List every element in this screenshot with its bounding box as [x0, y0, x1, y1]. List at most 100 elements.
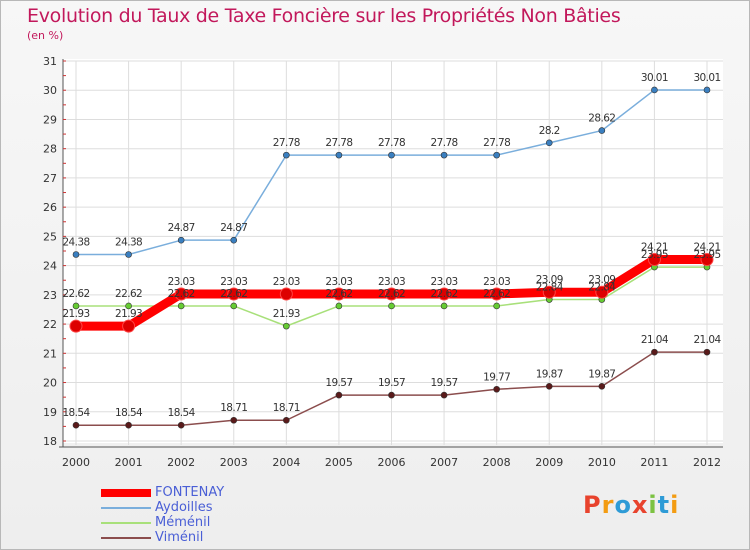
data-point-viménil — [703, 348, 711, 356]
data-label-fontenay: 23.03 — [483, 276, 510, 288]
legend-label: FONTENAY — [155, 485, 225, 500]
legend: FONTENAY Aydoilles Méménil Viménil — [101, 485, 224, 545]
data-point-fontenay — [437, 287, 451, 301]
x-tick-label: 2000 — [62, 456, 90, 469]
data-label-aydoilles: 30.01 — [693, 72, 720, 84]
data-label-fontenay: 24.21 — [641, 241, 668, 253]
data-label-méménil: 22.62 — [378, 288, 405, 300]
data-label-méménil: 22.62 — [325, 288, 352, 300]
logo-letter: P — [583, 491, 602, 519]
data-label-méménil: 22.62 — [483, 288, 510, 300]
data-point-aydoilles — [388, 151, 395, 159]
data-label-aydoilles: 27.78 — [483, 137, 510, 149]
data-label-viménil: 18.54 — [62, 407, 90, 419]
legend-swatch — [101, 488, 151, 497]
y-tick-label: 27 — [43, 172, 57, 185]
data-label-fontenay: 23.03 — [378, 276, 405, 288]
data-point-fontenay — [385, 287, 398, 301]
data-point-méménil — [493, 302, 500, 310]
data-point-méménil — [125, 302, 132, 310]
data-label-viménil: 19.87 — [536, 368, 563, 380]
data-label-fontenay: 21.93 — [62, 308, 89, 320]
data-label-méménil: 22.62 — [62, 288, 89, 300]
data-point-fontenay — [174, 287, 188, 301]
data-label-fontenay: 23.03 — [273, 276, 300, 288]
data-label-aydoilles: 24.87 — [220, 222, 247, 234]
legend-item-fontenay: FONTENAY — [101, 485, 224, 500]
data-label-méménil: 22.84 — [588, 282, 616, 294]
data-label-aydoilles: 24.87 — [168, 222, 195, 234]
data-label-viménil: 21.04 — [641, 334, 669, 346]
y-tick-label: 31 — [43, 55, 57, 68]
data-point-fontenay — [227, 287, 241, 301]
data-label-fontenay: 24.21 — [693, 241, 720, 253]
data-label-viménil: 19.87 — [588, 368, 615, 380]
data-label-fontenay: 23.03 — [431, 276, 458, 288]
y-tick-label: 20 — [43, 377, 57, 390]
x-tick-label: 2006 — [378, 456, 406, 469]
data-point-méménil — [283, 322, 290, 330]
data-point-fontenay — [647, 252, 661, 266]
data-point-aydoilles — [283, 151, 290, 159]
data-label-aydoilles: 27.78 — [273, 137, 300, 149]
x-tick-label: 2011 — [640, 456, 668, 469]
x-tick-label: 2005 — [325, 456, 353, 469]
data-point-viménil — [388, 391, 395, 399]
logo-letter: x — [631, 491, 649, 519]
data-point-aydoilles — [72, 251, 80, 258]
legend-item-viménil: Viménil — [101, 530, 224, 545]
data-point-viménil — [651, 348, 658, 356]
y-tick-label: 30 — [43, 84, 57, 97]
data-label-fontenay: 23.09 — [588, 274, 615, 286]
x-tick-label: 2003 — [220, 456, 248, 469]
y-tick-label: 21 — [43, 347, 57, 360]
data-label-viménil: 19.57 — [325, 377, 352, 389]
data-label-viménil: 18.54 — [115, 407, 143, 419]
data-point-fontenay — [279, 287, 293, 301]
data-label-aydoilles: 27.78 — [431, 137, 458, 149]
data-point-aydoilles — [598, 127, 606, 134]
data-label-fontenay: 23.03 — [168, 276, 195, 288]
data-point-fontenay — [490, 287, 504, 301]
data-point-aydoilles — [177, 236, 185, 244]
data-point-viménil — [72, 421, 80, 429]
legend-label: Viménil — [155, 530, 204, 545]
legend-item-aydoilles: Aydoilles — [101, 500, 224, 515]
data-label-viménil: 19.57 — [431, 377, 458, 389]
data-point-viménil — [283, 416, 290, 424]
y-tick-label: 24 — [43, 260, 57, 273]
legend-swatch — [101, 506, 151, 509]
data-label-aydoilles: 30.01 — [641, 72, 668, 84]
data-point-aydoilles — [125, 251, 132, 258]
x-tick-label: 2009 — [535, 456, 563, 469]
x-tick-label: 2001 — [115, 456, 143, 469]
data-label-méménil: 22.62 — [115, 288, 142, 300]
legend-label: Aydoilles — [155, 500, 213, 515]
data-label-fontenay: 23.03 — [325, 276, 352, 288]
logo-letter: t — [657, 491, 671, 519]
data-point-aydoilles — [651, 86, 658, 94]
data-point-aydoilles — [335, 151, 343, 159]
data-label-fontenay: 23.09 — [536, 274, 563, 286]
y-tick-label: 19 — [43, 406, 57, 419]
y-tick-label: 28 — [43, 143, 57, 156]
data-label-méménil: 23.95 — [641, 249, 668, 261]
data-point-méménil — [335, 302, 343, 310]
data-label-aydoilles: 28.2 — [539, 125, 560, 137]
data-label-fontenay: 21.93 — [115, 308, 142, 320]
data-point-viménil — [598, 383, 606, 390]
data-label-méménil: 23.95 — [693, 249, 720, 261]
data-label-méménil: 22.62 — [168, 288, 195, 300]
data-point-aydoilles — [440, 151, 448, 159]
data-label-méménil: 21.93 — [273, 308, 300, 320]
data-point-méménil — [230, 302, 238, 310]
data-point-viménil — [177, 421, 185, 429]
logo-letter: o — [614, 491, 632, 519]
x-tick-label: 2012 — [693, 456, 721, 469]
data-label-viménil: 21.04 — [693, 334, 721, 346]
legend-swatch — [101, 536, 151, 539]
data-point-fontenay — [595, 285, 609, 299]
data-label-viménil: 18.71 — [220, 402, 247, 414]
